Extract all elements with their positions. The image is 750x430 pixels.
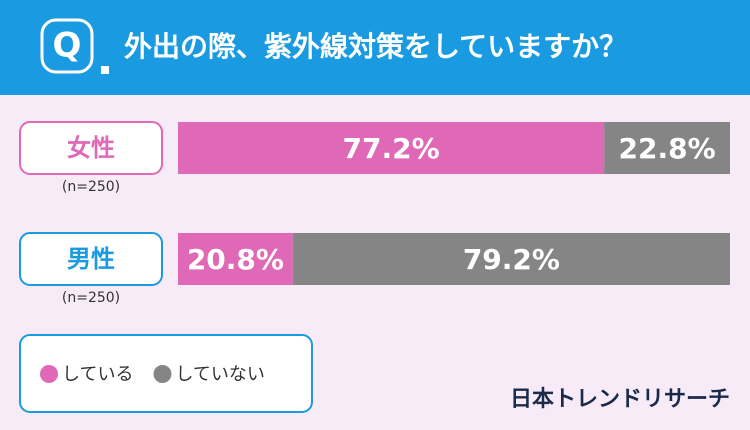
value-label: 20.8%: [187, 243, 284, 276]
category-box: [19, 232, 163, 286]
chart-title: 外出の際、紫外線対策をしていますか？: [124, 30, 627, 63]
bar-segment: [178, 233, 293, 285]
source: 日本トレンドリサーチ: [510, 387, 730, 412]
q-icon: Q: [53, 26, 82, 66]
header: [0, 0, 750, 95]
value-label: 22.8%: [619, 132, 716, 165]
category-label: 男性: [67, 245, 115, 273]
q-icon-frame: [40, 18, 94, 74]
bar-segment: [178, 122, 605, 174]
category-note: (n=250): [62, 179, 120, 195]
category-note: (n=250): [62, 290, 120, 306]
category-label: 女性: [67, 134, 115, 162]
legend-swatch: [153, 365, 172, 383]
legend-label: していない: [175, 364, 264, 385]
value-label: 79.2%: [463, 243, 560, 276]
q-dot: [101, 66, 109, 74]
legend-label: している: [62, 364, 133, 385]
legend-swatch: [40, 365, 58, 383]
bar-segment: [292, 233, 730, 285]
bar-segment: [604, 122, 730, 174]
value-label: 77.2%: [343, 132, 440, 165]
category-box: [19, 121, 163, 175]
